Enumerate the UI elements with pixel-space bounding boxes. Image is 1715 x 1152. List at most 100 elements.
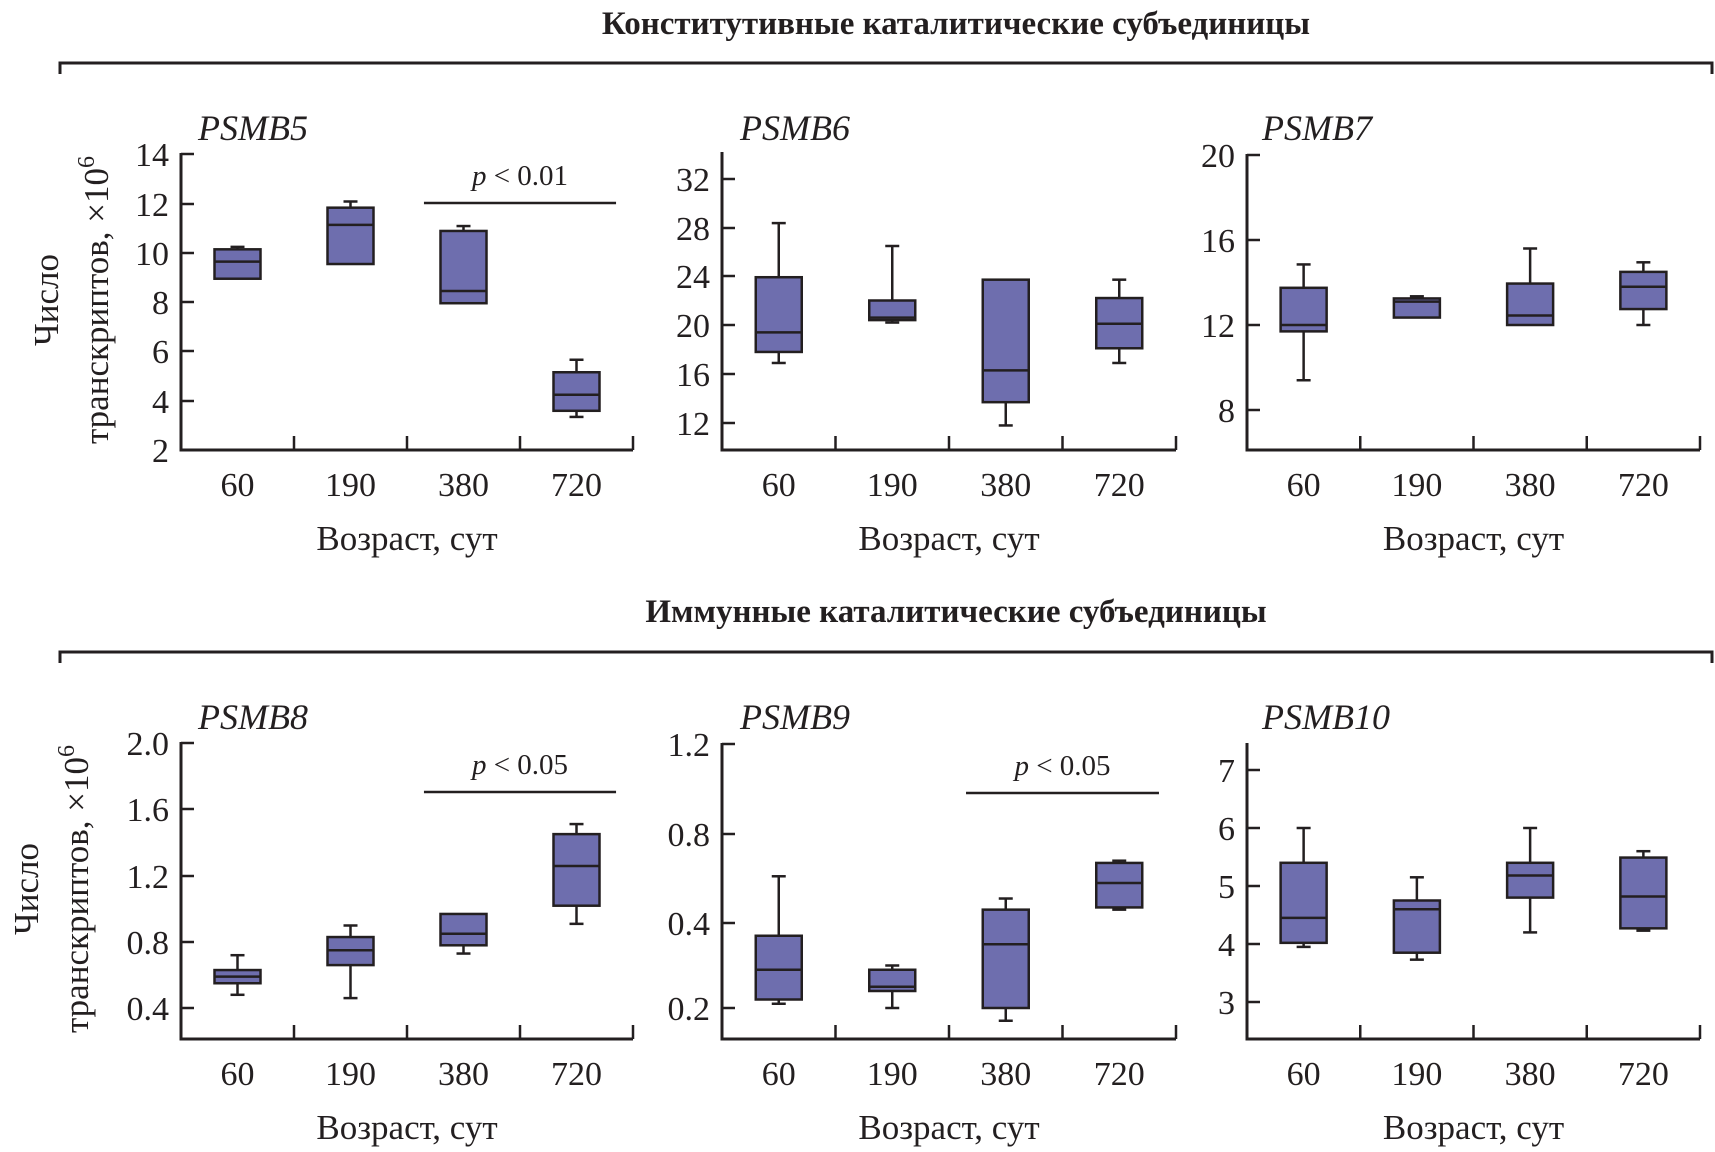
box-380 xyxy=(439,912,488,955)
y-tick-label: 12 xyxy=(676,406,710,443)
y-tick-label: 32 xyxy=(676,162,710,199)
y-label-line2: транскриптов, ×106 xyxy=(74,156,116,444)
y-tick-label: 14 xyxy=(135,137,169,174)
box-60 xyxy=(1279,826,1328,949)
box-60 xyxy=(213,245,262,280)
y-tick-label: 16 xyxy=(1201,223,1235,260)
y-label-line1: Число xyxy=(27,254,66,346)
box-380 xyxy=(439,224,488,305)
box-iqr xyxy=(1279,861,1328,945)
x-tick-label: 190 xyxy=(867,1056,918,1093)
y-label-exponent: 6 xyxy=(74,156,100,168)
y-tick-label: 12 xyxy=(135,187,169,224)
box-190 xyxy=(1392,295,1442,319)
box-720 xyxy=(1619,849,1668,932)
x-tick-label: 60 xyxy=(762,467,796,504)
y-tick-label: 0.8 xyxy=(127,925,170,962)
section-bracket-immune xyxy=(58,650,1714,663)
y-tick-label: 1.6 xyxy=(127,792,170,829)
section-heading-immune: Иммунные каталитические субъединицы xyxy=(645,594,1266,630)
axis-frame xyxy=(179,742,633,1041)
significance-label: p < 0.05 xyxy=(1012,750,1110,782)
p-symbol: p xyxy=(470,160,487,192)
y-tick-label: 1.2 xyxy=(668,727,711,764)
y-tick-label: 1.2 xyxy=(127,859,170,896)
x-tick-label: 380 xyxy=(1505,467,1556,504)
box-iqr xyxy=(1619,856,1668,930)
y-axis-label-top-line2: транскриптов, ×106 xyxy=(74,156,116,444)
y-tick-label: 6 xyxy=(1218,811,1235,848)
y-tick-label: 4 xyxy=(152,384,169,421)
box-iqr xyxy=(981,278,1030,404)
x-tick-label: 720 xyxy=(1094,467,1145,504)
box-380 xyxy=(1505,826,1555,934)
y-label-line2-text: транскриптов, ×10 xyxy=(77,168,116,444)
x-tick-label: 380 xyxy=(1505,1056,1556,1093)
x-tick-label: 190 xyxy=(325,1056,376,1093)
box-iqr xyxy=(1095,861,1144,909)
p-symbol: p xyxy=(1012,750,1029,782)
box-720 xyxy=(552,358,601,419)
x-axis-label: Возраст, сут xyxy=(858,519,1039,558)
y-tick-label: 2.0 xyxy=(127,726,170,763)
x-axis-label: Возраст, сут xyxy=(858,1108,1039,1147)
chart-panel-psmb7: PSMB7 8 12 16 20 60 190 380 720 Возраст, сут xyxy=(1201,108,1702,558)
x-tick-label: 720 xyxy=(551,1056,602,1093)
y-tick-label: 0.4 xyxy=(127,991,170,1028)
box-190 xyxy=(868,244,917,324)
y-label-line2: транскриптов, ×106 xyxy=(54,745,96,1033)
box-380 xyxy=(1505,247,1555,327)
y-tick-label: 4 xyxy=(1218,927,1235,964)
y-label-exponent: 6 xyxy=(54,745,80,757)
box-iqr xyxy=(552,371,601,413)
axis-frame xyxy=(720,743,1176,1041)
chart-panel-psmb5: PSMB5 2 4 6 8 10 12 14 60 190 380 720 Возраст, сут p … xyxy=(135,108,635,558)
box-380 xyxy=(981,278,1030,427)
x-axis-label: Возраст, сут xyxy=(316,1108,497,1147)
y-label-line2-text: транскриптов, ×10 xyxy=(57,757,96,1033)
panel-title: PSMB9 xyxy=(739,697,850,737)
x-tick-label: 60 xyxy=(1287,1056,1321,1093)
y-tick-label: 24 xyxy=(676,259,710,296)
box-iqr xyxy=(213,248,262,280)
box-720 xyxy=(1095,278,1144,365)
x-tick-label: 190 xyxy=(1391,467,1442,504)
section-heading-constitutive: Конститутивные каталитические субъединиц… xyxy=(602,6,1310,42)
box-iqr xyxy=(754,275,803,354)
x-tick-label: 720 xyxy=(1618,1056,1669,1093)
x-tick-label: 720 xyxy=(551,467,602,504)
y-tick-label: 0.2 xyxy=(668,991,711,1028)
x-tick-label: 720 xyxy=(1094,1056,1145,1093)
p-symbol: p xyxy=(470,749,487,781)
x-axis-label: Возраст, сут xyxy=(1383,1108,1564,1147)
box-190 xyxy=(1392,876,1442,961)
box-iqr xyxy=(552,832,601,907)
x-tick-label: 60 xyxy=(221,1056,255,1093)
axis-frame xyxy=(1245,154,1700,452)
x-tick-label: 60 xyxy=(221,467,255,504)
y-tick-label: 5 xyxy=(1218,869,1235,906)
box-iqr xyxy=(439,229,488,305)
box-190 xyxy=(868,964,917,1010)
y-tick-label: 12 xyxy=(1201,308,1235,345)
box-380 xyxy=(981,897,1030,1022)
y-tick-label: 3 xyxy=(1218,985,1235,1022)
box-60 xyxy=(754,875,803,1005)
box-720 xyxy=(1095,859,1144,911)
box-60 xyxy=(213,953,262,997)
box-iqr xyxy=(868,299,917,322)
x-tick-label: 380 xyxy=(980,1056,1031,1093)
box-iqr xyxy=(754,934,803,1001)
x-tick-label: 190 xyxy=(1391,1056,1442,1093)
x-tick-label: 60 xyxy=(762,1056,796,1093)
x-tick-label: 60 xyxy=(1287,467,1321,504)
x-tick-label: 190 xyxy=(325,467,376,504)
x-tick-label: 380 xyxy=(980,467,1031,504)
significance-label: p < 0.01 xyxy=(470,160,568,192)
box-iqr xyxy=(1505,861,1555,899)
x-axis-label: Возраст, сут xyxy=(1383,519,1564,558)
chart-panel-psmb6: PSMB6 12 16 20 24 28 32 60 190 380 720 Возраст, сут xyxy=(676,108,1178,558)
y-tick-label: 0.4 xyxy=(668,906,711,943)
